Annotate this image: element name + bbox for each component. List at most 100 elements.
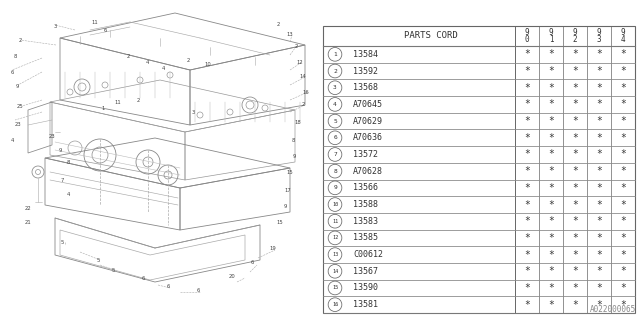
Text: *: *: [596, 266, 602, 276]
Text: 6: 6: [103, 28, 107, 33]
Text: 5: 5: [96, 258, 100, 262]
Text: *: *: [620, 149, 626, 159]
Text: *: *: [620, 116, 626, 126]
Text: 5: 5: [60, 239, 64, 244]
Text: 8: 8: [13, 54, 17, 60]
Text: 4: 4: [145, 60, 148, 66]
Text: *: *: [548, 116, 554, 126]
Text: 6: 6: [141, 276, 145, 281]
Text: 23: 23: [15, 122, 21, 126]
Text: A022000065: A022000065: [589, 305, 636, 314]
Text: 6: 6: [196, 289, 200, 293]
Text: 15: 15: [287, 170, 293, 174]
Text: A70636: A70636: [353, 133, 383, 142]
Text: 16: 16: [303, 90, 309, 94]
Text: *: *: [620, 166, 626, 176]
Text: 6: 6: [10, 69, 13, 75]
Text: 13584: 13584: [353, 50, 378, 59]
Text: 13572: 13572: [353, 150, 378, 159]
Text: *: *: [548, 250, 554, 260]
Text: *: *: [620, 83, 626, 93]
Text: *: *: [548, 200, 554, 210]
Text: 2: 2: [186, 58, 189, 62]
Text: 20: 20: [228, 275, 236, 279]
Text: 2: 2: [126, 53, 130, 59]
Text: *: *: [548, 49, 554, 59]
Text: *: *: [572, 216, 578, 226]
Text: 9: 9: [621, 28, 625, 37]
Text: *: *: [620, 183, 626, 193]
Text: 2: 2: [294, 44, 298, 50]
Text: *: *: [596, 133, 602, 143]
Text: *: *: [596, 166, 602, 176]
Text: *: *: [596, 149, 602, 159]
Text: 8: 8: [67, 159, 70, 164]
Text: *: *: [596, 100, 602, 109]
Text: 3: 3: [191, 110, 195, 116]
Text: *: *: [596, 183, 602, 193]
Text: *: *: [572, 49, 578, 59]
Text: 9: 9: [292, 154, 296, 158]
Text: 2: 2: [573, 35, 577, 44]
Text: 11: 11: [332, 219, 338, 224]
Text: 2: 2: [136, 98, 140, 102]
Text: 1: 1: [333, 52, 337, 57]
Text: 19: 19: [269, 245, 276, 251]
Text: 13585: 13585: [353, 233, 378, 243]
Text: 10: 10: [205, 62, 211, 68]
Text: 13566: 13566: [353, 183, 378, 192]
Text: *: *: [572, 200, 578, 210]
Text: 6: 6: [166, 284, 170, 289]
Text: PARTS CORD: PARTS CORD: [404, 31, 458, 41]
Text: *: *: [524, 183, 530, 193]
Text: *: *: [572, 300, 578, 310]
Text: *: *: [524, 149, 530, 159]
Text: *: *: [524, 133, 530, 143]
Text: *: *: [548, 149, 554, 159]
Text: 9: 9: [596, 28, 602, 37]
Text: 14: 14: [332, 269, 338, 274]
Text: 3: 3: [333, 85, 337, 90]
Text: 4: 4: [333, 102, 337, 107]
Text: *: *: [572, 66, 578, 76]
Text: *: *: [524, 100, 530, 109]
Text: 23: 23: [49, 134, 55, 140]
Text: 25: 25: [17, 105, 24, 109]
Text: *: *: [524, 233, 530, 243]
Text: 4: 4: [621, 35, 625, 44]
Text: *: *: [596, 216, 602, 226]
Text: 18: 18: [294, 119, 301, 124]
Text: *: *: [620, 216, 626, 226]
Text: 13581: 13581: [353, 300, 378, 309]
Text: 9: 9: [15, 84, 19, 90]
Text: 2: 2: [276, 22, 280, 28]
Text: *: *: [620, 233, 626, 243]
Text: *: *: [524, 250, 530, 260]
Text: *: *: [620, 49, 626, 59]
Text: 7: 7: [333, 152, 337, 157]
Text: *: *: [524, 49, 530, 59]
Text: A70628: A70628: [353, 167, 383, 176]
Text: *: *: [620, 66, 626, 76]
Text: *: *: [596, 300, 602, 310]
Text: C00612: C00612: [353, 250, 383, 259]
Text: *: *: [572, 283, 578, 293]
Text: 3: 3: [53, 25, 56, 29]
Text: 13588: 13588: [353, 200, 378, 209]
Text: *: *: [620, 250, 626, 260]
Text: 9: 9: [284, 204, 287, 209]
Text: 5: 5: [111, 268, 115, 273]
Text: *: *: [524, 66, 530, 76]
Text: *: *: [548, 300, 554, 310]
Text: *: *: [572, 149, 578, 159]
Text: *: *: [620, 200, 626, 210]
Text: 15: 15: [276, 220, 284, 225]
Text: *: *: [548, 266, 554, 276]
Text: 6: 6: [250, 260, 253, 266]
Text: *: *: [596, 250, 602, 260]
Text: 8: 8: [291, 138, 294, 142]
Text: 13: 13: [287, 31, 293, 36]
Text: 3: 3: [596, 35, 602, 44]
Text: *: *: [596, 83, 602, 93]
Text: 7: 7: [60, 178, 64, 182]
